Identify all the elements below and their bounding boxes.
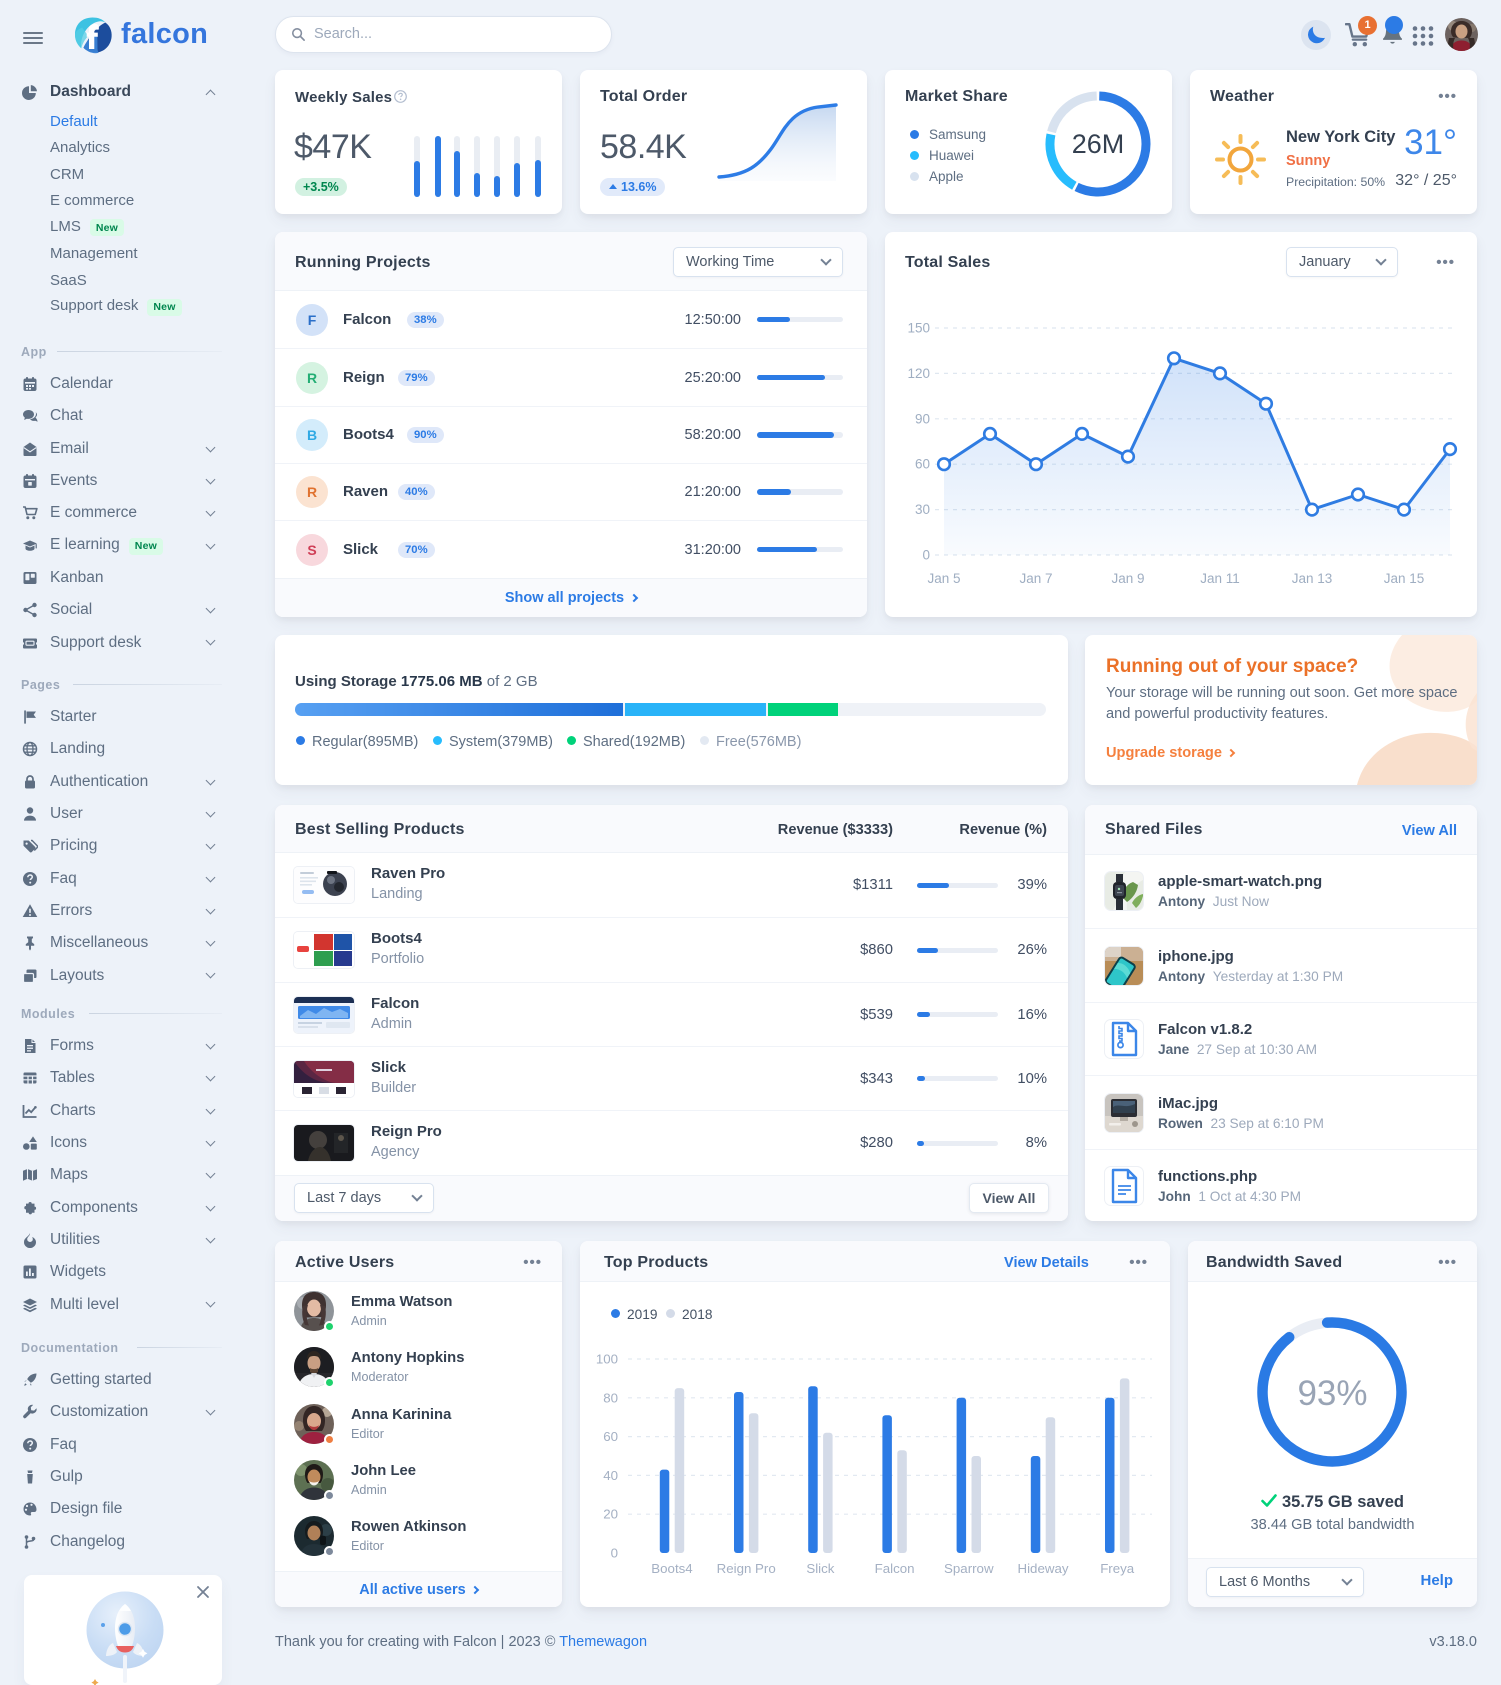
svg-text:Freya: Freya	[1100, 1561, 1135, 1576]
svg-text:Slick: Slick	[806, 1561, 834, 1576]
svg-text:Boots4: Boots4	[651, 1561, 692, 1576]
svg-text:Jan 11: Jan 11	[1200, 571, 1240, 586]
svg-text:90: 90	[915, 411, 930, 426]
svg-text:80: 80	[603, 1390, 618, 1405]
svg-text:150: 150	[907, 321, 930, 336]
svg-text:20: 20	[603, 1507, 618, 1522]
svg-text:Jan 7: Jan 7	[1019, 571, 1052, 586]
svg-text:Jan 5: Jan 5	[927, 571, 960, 586]
svg-text:Falcon: Falcon	[875, 1561, 915, 1576]
svg-text:Jan 15: Jan 15	[1384, 571, 1425, 586]
svg-text:30: 30	[915, 502, 930, 517]
svg-text:40: 40	[603, 1468, 618, 1483]
svg-text:Jan 9: Jan 9	[1111, 571, 1144, 586]
svg-text:60: 60	[603, 1429, 618, 1444]
svg-text:100: 100	[596, 1352, 618, 1367]
svg-text:Reign Pro: Reign Pro	[717, 1561, 776, 1576]
svg-text:0: 0	[922, 548, 930, 563]
svg-text:60: 60	[915, 457, 930, 472]
svg-text:120: 120	[907, 366, 930, 381]
svg-text:0: 0	[611, 1546, 618, 1561]
svg-text:Sparrow: Sparrow	[944, 1561, 994, 1576]
svg-text:Hideway: Hideway	[1018, 1561, 1069, 1576]
svg-text:Jan 13: Jan 13	[1292, 571, 1333, 586]
